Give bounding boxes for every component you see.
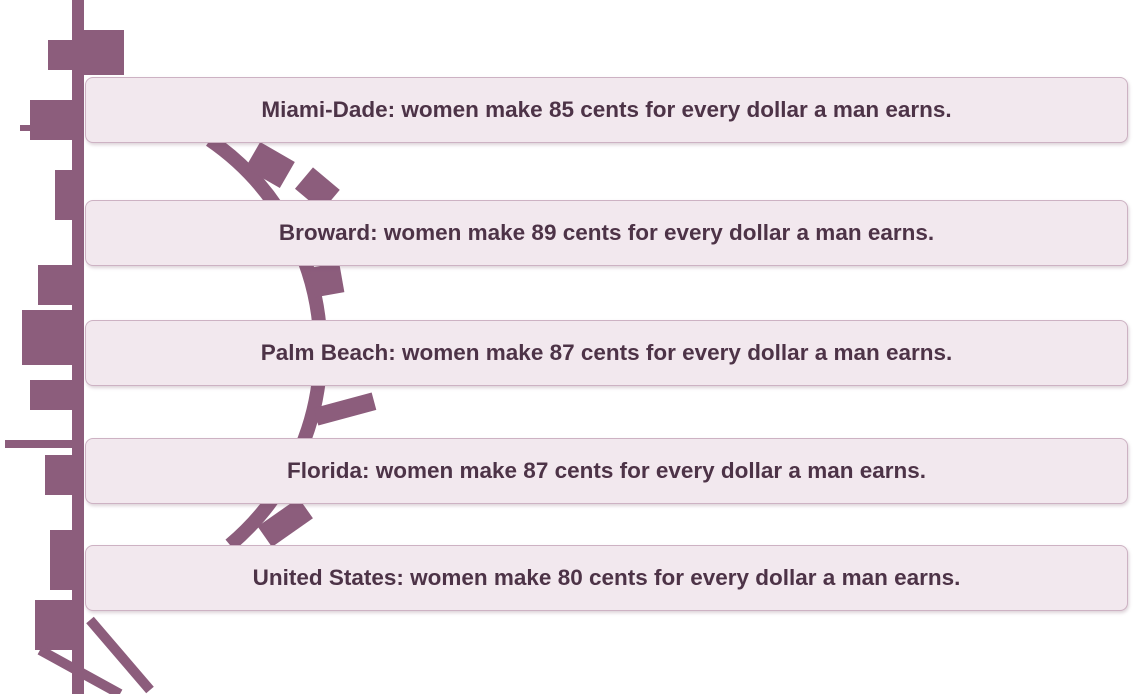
- page: {"items": [ {"text": "Miami-Dade: women …: [0, 0, 1133, 694]
- text-box: United States: women make 80 cents for e…: [85, 545, 1128, 611]
- text-box: Miami-Dade: women make 85 cents for ever…: [85, 77, 1128, 143]
- text-box: Palm Beach: women make 87 cents for ever…: [85, 320, 1128, 386]
- text-box: Broward: women make 89 cents for every d…: [85, 200, 1128, 266]
- text-box: Florida: women make 87 cents for every d…: [85, 438, 1128, 504]
